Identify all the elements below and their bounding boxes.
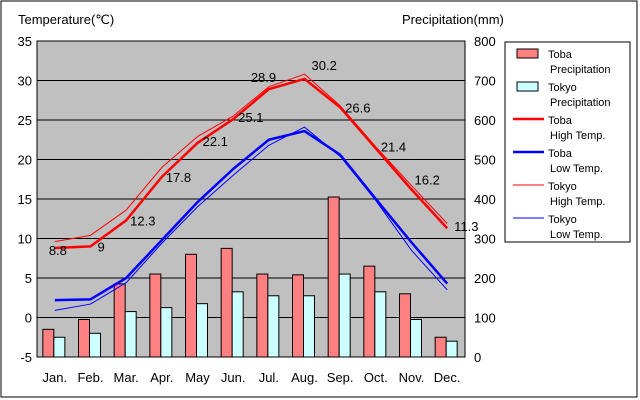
temp-tick-label: 5: [25, 271, 32, 286]
toba-high-data-label: 28.9: [251, 70, 276, 85]
tokyo-precip-bar: [445, 340, 458, 358]
legend-label: High Temp.: [550, 130, 605, 142]
category-label: Jun.: [221, 370, 246, 385]
legend-swatch: [516, 48, 539, 59]
category-label: Oct.: [364, 370, 388, 385]
tokyo-precip-bar: [124, 311, 137, 358]
toba-precip-bar: [434, 336, 447, 358]
category-label: Dec.: [434, 370, 461, 385]
temp-tick-label: 20: [18, 153, 32, 168]
legend-label: Tokyo: [548, 181, 577, 193]
tokyo-precip-bar: [231, 291, 244, 358]
toba-high-data-label: 8.8: [49, 243, 67, 258]
toba-high-data-label: 21.4: [381, 139, 406, 154]
right-axis-title: Precipitation(mm): [402, 12, 504, 27]
temp-tick-label: 25: [18, 113, 32, 128]
toba-high-data-label: 16.2: [415, 173, 440, 188]
precip-tick-label: 200: [474, 271, 496, 286]
category-label: Sep.: [327, 370, 354, 385]
tokyo-high-line: [54, 73, 448, 243]
legend-box: [504, 41, 631, 243]
legend-label: Precipitation: [550, 64, 611, 76]
toba-precip-bar: [363, 265, 376, 358]
axis-ticks: 35 30 25 20 15 10 5 0 -5 800 700 600 500 400 300 200 100…: [18, 34, 496, 385]
data-labels: 8.8 9 12.3 17.8 22.1 25.1 28.9 30.2 26.6 21.4 16.2…: [49, 58, 479, 258]
category-label: May: [185, 370, 210, 385]
legend-label: Toba: [548, 115, 573, 127]
left-axis-title: Temperature(℃): [18, 12, 114, 27]
toba-precip-bar: [42, 328, 55, 358]
category-label: Jul.: [259, 370, 279, 385]
toba-high-data-label: 11.3: [454, 219, 478, 234]
toba-high-data-label: 17.8: [166, 170, 191, 185]
temp-tick-label: 15: [18, 192, 32, 207]
toba-precip-bar: [399, 293, 411, 358]
precip-tick-label: 600: [474, 113, 496, 128]
toba-high-data-label: 26.6: [345, 100, 370, 115]
tokyo-precip-bar: [410, 318, 422, 358]
toba-high-data-label: 25.1: [238, 110, 263, 125]
toba-high-data-label: 22.1: [203, 134, 228, 149]
temp-tick-label: 10: [18, 232, 32, 247]
temp-tick-label: 30: [18, 74, 32, 89]
precip-tick-label: 700: [474, 74, 496, 89]
legend-label: Tokyo: [548, 214, 577, 226]
tokyo-precip-bar: [374, 291, 387, 358]
category-label: Nov.: [399, 370, 425, 385]
tokyo-precip-bar: [303, 295, 315, 358]
category-label: Mar.: [114, 370, 139, 385]
legend-swatch: [516, 81, 539, 92]
toba-precip-bar: [292, 274, 304, 358]
temp-tick-label: 0: [25, 311, 32, 326]
precip-tick-label: 400: [474, 192, 496, 207]
category-label: Aug.: [291, 370, 318, 385]
legend-label: Low Temp.: [550, 163, 603, 175]
category-label: Apr.: [150, 370, 173, 385]
temp-tick-label: -5: [20, 350, 32, 365]
category-label: Feb.: [77, 370, 103, 385]
legend-label: High Temp.: [550, 196, 605, 208]
tokyo-precip-bar: [53, 336, 66, 358]
toba-precip-bar: [256, 273, 269, 358]
toba-high-data-label: 12.3: [130, 213, 155, 228]
tokyo-precip-bar: [160, 307, 173, 358]
toba-high-data-label: 9: [98, 239, 105, 254]
toba-precip-bar: [78, 318, 90, 358]
precip-tick-label: 100: [474, 311, 496, 326]
temperature-lines: [54, 73, 449, 311]
toba-precip-bar: [185, 253, 197, 358]
tokyo-low-line: [54, 126, 448, 311]
legend-label: Tokyo: [548, 82, 577, 94]
tokyo-precip-bar: [89, 332, 101, 358]
toba-high-line: [54, 77, 449, 250]
toba-precip-bar: [327, 196, 340, 358]
toba-precip-bar: [113, 283, 126, 358]
precipitation-bars: [42, 196, 458, 358]
toba-precip-bar: [220, 247, 233, 358]
gridlines: [37, 80, 465, 318]
precip-tick-label: 800: [474, 34, 496, 49]
legend-label: Toba: [548, 148, 573, 160]
legend-label: Precipitation: [550, 97, 611, 109]
legend-label: Toba: [548, 49, 573, 61]
toba-precip-bar: [149, 273, 162, 358]
tokyo-precip-bar: [267, 295, 280, 358]
tokyo-precip-bar: [196, 303, 208, 358]
toba-low-line: [54, 129, 449, 302]
precip-tick-label: 0: [474, 350, 481, 365]
category-label: Jan.: [43, 370, 68, 385]
legend: Toba Precipitation Tokyo Precipitation Toba H…: [504, 41, 631, 243]
precip-tick-label: 500: [474, 153, 496, 168]
tokyo-precip-bar: [338, 273, 351, 358]
precip-tick-label: 300: [474, 232, 496, 247]
toba-high-data-label: 30.2: [312, 58, 337, 73]
temp-tick-label: 35: [18, 34, 32, 49]
legend-label: Low Temp.: [550, 229, 603, 241]
